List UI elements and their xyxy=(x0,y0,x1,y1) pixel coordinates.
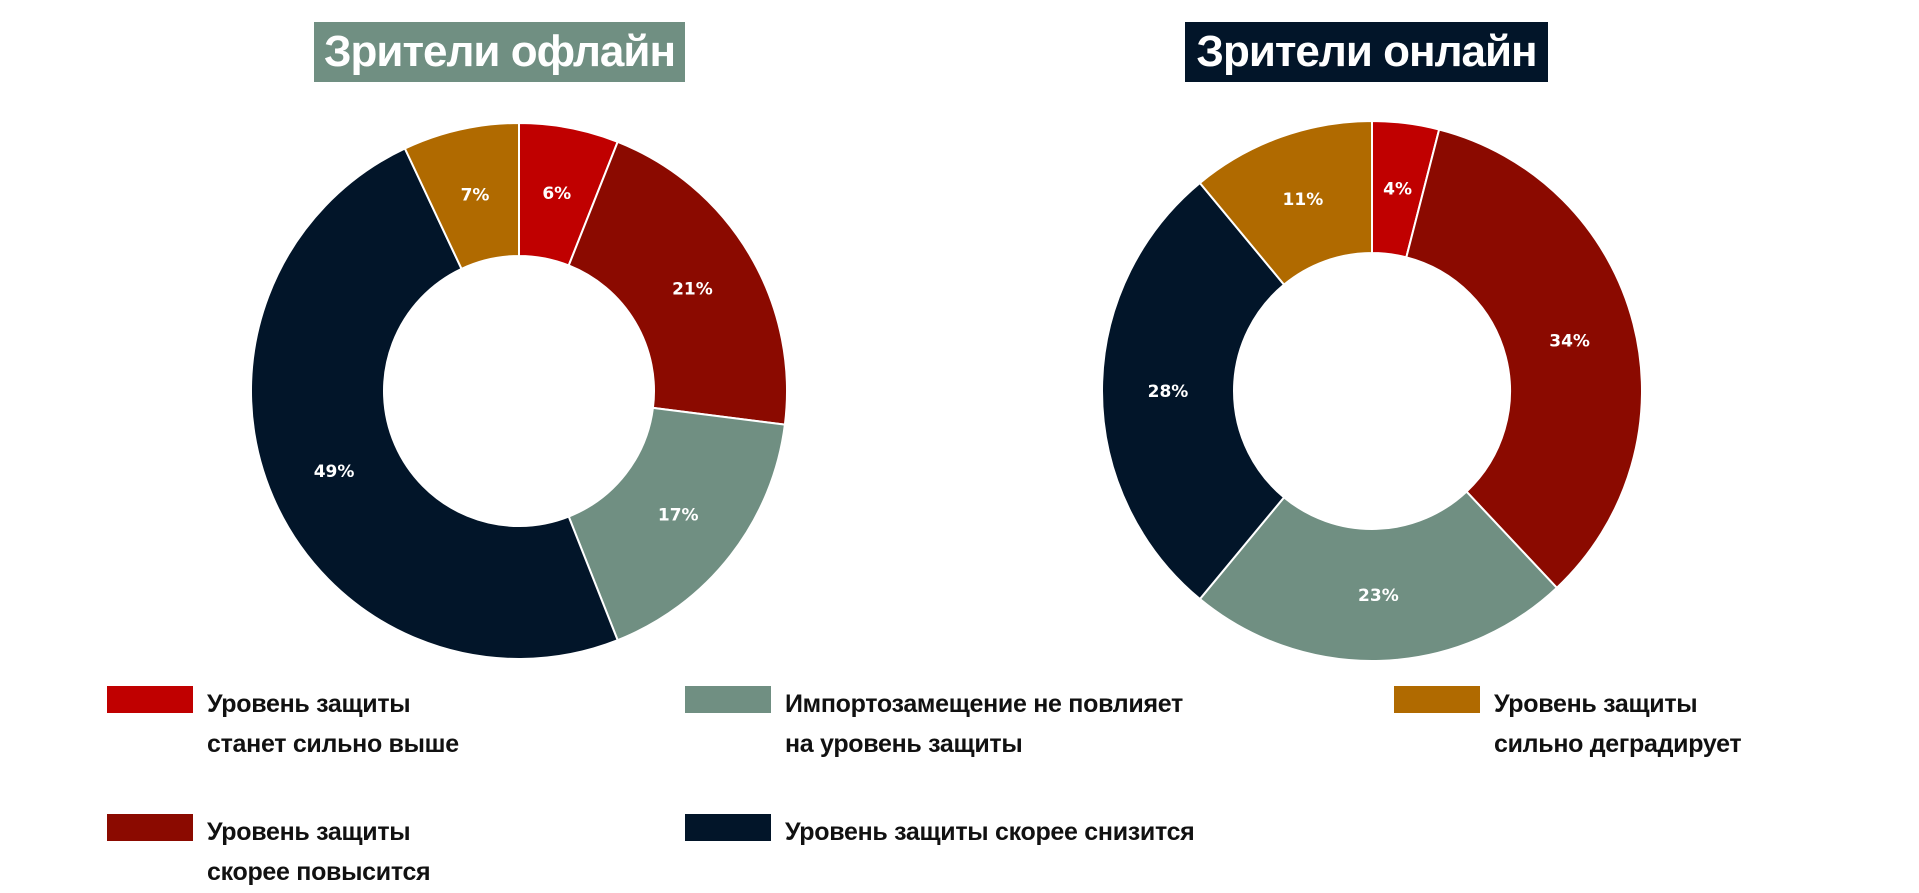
legend-item-rather-higher: Уровень защиты скорее повысится xyxy=(107,812,431,892)
donut-1-slice-2 xyxy=(1198,490,1559,662)
donut-0-slice-2 xyxy=(567,406,787,642)
donut-1-label-2: 23% xyxy=(1358,586,1399,606)
donut-1-slice-3 xyxy=(1101,181,1286,601)
legend-label: Уровень защиты скорее снизится xyxy=(785,818,1195,846)
donut-0-label-1: 21% xyxy=(672,279,713,299)
donut-0-slice-4 xyxy=(403,121,520,271)
donut-1-slice-4 xyxy=(1198,119,1373,287)
donut-0-slice-1 xyxy=(567,140,788,426)
donut-1-label-0: 4% xyxy=(1383,180,1412,200)
donut-0-label-2: 17% xyxy=(658,506,699,526)
donut-1-label-3: 28% xyxy=(1148,382,1189,402)
legend-item-degrade: Уровень защиты сильно деградирует xyxy=(1394,684,1742,764)
legend-label: Уровень защиты сильно деградирует xyxy=(1494,690,1742,758)
legend-label: Уровень защиты скорее повысится xyxy=(207,818,431,886)
legend-swatch xyxy=(107,686,193,713)
legend-swatch xyxy=(1394,686,1480,713)
donut-0-label-0: 6% xyxy=(542,184,571,204)
legend-item-no-effect: Импортозамещение не повлияет на уровень з… xyxy=(685,684,1183,764)
donut-1-label-4: 11% xyxy=(1283,190,1324,210)
online-chart-title: Зрители онлайн xyxy=(1185,22,1548,82)
legend-label: Импортозамещение не повлияет на уровень з… xyxy=(785,690,1183,758)
legend-item-rather-lower: Уровень защиты скорее снизится xyxy=(685,812,1195,852)
offline-chart-title: Зрители офлайн xyxy=(314,22,685,82)
legend-item-much-higher: Уровень защиты станет сильно выше xyxy=(107,684,459,764)
donut-0-label-4: 7% xyxy=(461,185,490,205)
donut-1-slice-1 xyxy=(1405,128,1643,590)
donut-0-label-3: 49% xyxy=(314,462,355,482)
legend-label: Уровень защиты станет сильно выше xyxy=(207,690,459,758)
legend-swatch xyxy=(107,814,193,841)
donut-1-label-1: 34% xyxy=(1549,331,1590,351)
legend-swatch xyxy=(685,686,771,713)
legend-swatch xyxy=(685,814,771,841)
donut-0-slice-3 xyxy=(250,147,619,660)
